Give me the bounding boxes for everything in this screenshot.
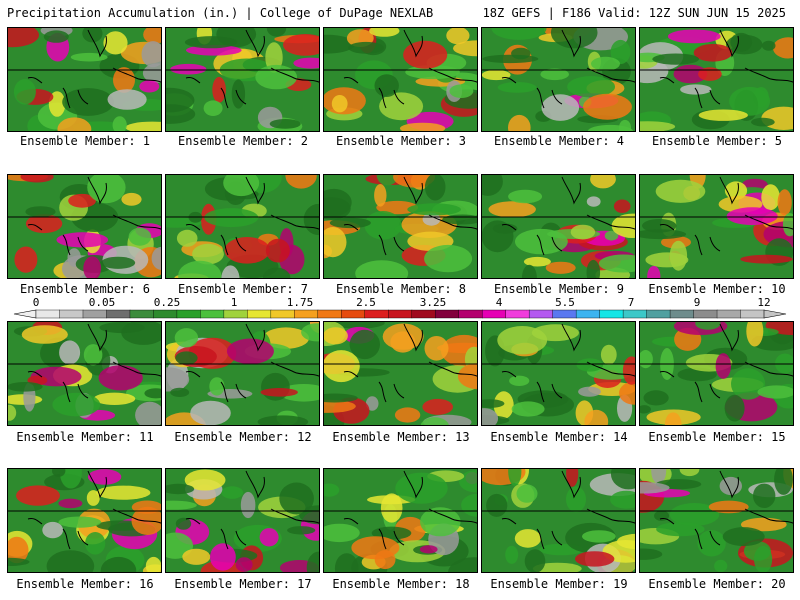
scale-color-swatch bbox=[106, 309, 131, 319]
ensemble-member-map bbox=[7, 468, 162, 573]
ensemble-member-map bbox=[323, 27, 478, 132]
scale-color-swatch bbox=[435, 309, 460, 319]
scale-color-swatch bbox=[200, 309, 225, 319]
scale-tick-label: 3.25 bbox=[419, 296, 447, 309]
scale-color-swatch bbox=[599, 309, 624, 319]
ensemble-member-map bbox=[481, 468, 636, 573]
scale-color-swatch bbox=[740, 309, 765, 319]
scale-tick-label: 4 bbox=[495, 296, 503, 309]
ensemble-member-map bbox=[481, 321, 636, 426]
ensemble-member-label: Ensemble Member: 9 bbox=[493, 282, 625, 296]
ensemble-member-label: Ensemble Member: 13 bbox=[332, 430, 470, 444]
ensemble-member-map bbox=[165, 174, 320, 279]
ensemble-member-label: Ensemble Member: 4 bbox=[493, 134, 625, 148]
scale-tick-label: 1 bbox=[230, 296, 238, 309]
scale-tick-label: 0.25 bbox=[153, 296, 181, 309]
scale-color-swatch bbox=[552, 309, 577, 319]
scale-tick-label: 9 bbox=[693, 296, 701, 309]
scale-color-swatch bbox=[341, 309, 366, 319]
ensemble-member-label: Ensemble Member: 11 bbox=[16, 430, 154, 444]
scale-color-swatch bbox=[35, 309, 60, 319]
model-run-info: 18Z GEFS | F186 Valid: 12Z SUN JUN 15 20… bbox=[482, 6, 786, 20]
scale-color-swatch bbox=[505, 309, 530, 319]
scale-color-swatch bbox=[693, 309, 718, 319]
ensemble-member-map bbox=[481, 27, 636, 132]
scale-color-swatch bbox=[388, 309, 413, 319]
ensemble-member-label: Ensemble Member: 12 bbox=[174, 430, 312, 444]
scale-color-swatch bbox=[270, 309, 295, 319]
scale-color-swatch bbox=[458, 309, 483, 319]
ensemble-member-label: Ensemble Member: 7 bbox=[177, 282, 309, 296]
scale-tick-label: 1.75 bbox=[286, 296, 314, 309]
ensemble-member-map bbox=[639, 174, 794, 279]
ensemble-member-map bbox=[323, 468, 478, 573]
scale-color-swatch bbox=[481, 309, 507, 319]
scale-tick-label: 5.5 bbox=[555, 296, 575, 309]
scale-left-arrow bbox=[13, 309, 37, 319]
scale-color-swatch bbox=[622, 309, 648, 319]
scale-color-swatch bbox=[247, 309, 272, 319]
ensemble-member-map bbox=[323, 321, 478, 426]
ensemble-member-map bbox=[165, 468, 320, 573]
ensemble-member-map bbox=[7, 321, 162, 426]
ensemble-member-label: Ensemble Member: 1 bbox=[19, 134, 151, 148]
scale-color-swatch bbox=[575, 309, 601, 319]
scale-color-swatch bbox=[176, 309, 201, 319]
ensemble-member-label: Ensemble Member: 3 bbox=[335, 134, 467, 148]
ensemble-member-label: Ensemble Member: 20 bbox=[648, 577, 786, 591]
scale-color-swatch bbox=[129, 309, 154, 319]
scale-color-swatch bbox=[528, 309, 554, 319]
scale-color-swatch bbox=[411, 309, 436, 319]
ensemble-member-label: Ensemble Member: 10 bbox=[648, 282, 786, 296]
scale-color-swatch bbox=[646, 309, 671, 319]
ensemble-member-label: Ensemble Member: 19 bbox=[490, 577, 628, 591]
scale-right-arrow bbox=[763, 309, 787, 319]
ensemble-member-map bbox=[481, 174, 636, 279]
scale-tick-label: 2.5 bbox=[356, 296, 376, 309]
ensemble-member-label: Ensemble Member: 6 bbox=[19, 282, 151, 296]
ensemble-member-label: Ensemble Member: 2 bbox=[177, 134, 309, 148]
scale-tick-label: 0.05 bbox=[88, 296, 116, 309]
map-title: Precipitation Accumulation (in.) | Colle… bbox=[7, 6, 434, 20]
scale-color-swatch bbox=[153, 309, 178, 319]
ensemble-member-map bbox=[639, 27, 794, 132]
ensemble-member-label: Ensemble Member: 5 bbox=[651, 134, 783, 148]
ensemble-member-label: Ensemble Member: 14 bbox=[490, 430, 628, 444]
ensemble-member-label: Ensemble Member: 16 bbox=[16, 577, 154, 591]
scale-color-swatch bbox=[294, 309, 319, 319]
ensemble-member-label: Ensemble Member: 17 bbox=[174, 577, 312, 591]
ensemble-member-map bbox=[7, 27, 162, 132]
ensemble-member-label: Ensemble Member: 8 bbox=[335, 282, 467, 296]
ensemble-member-label: Ensemble Member: 15 bbox=[648, 430, 786, 444]
scale-color-swatch bbox=[364, 309, 389, 319]
ensemble-member-map bbox=[165, 27, 320, 132]
scale-color-swatch bbox=[716, 309, 742, 319]
scale-color-swatch bbox=[59, 309, 84, 319]
scale-color-swatch bbox=[223, 309, 248, 319]
scale-color-swatch bbox=[317, 309, 342, 319]
ensemble-member-map bbox=[323, 174, 478, 279]
scale-tick-label: 0 bbox=[32, 296, 40, 309]
ensemble-member-map bbox=[639, 468, 794, 573]
precip-color-scale bbox=[13, 309, 787, 319]
scale-color-swatch bbox=[82, 309, 107, 319]
scale-tick-label: 7 bbox=[627, 296, 635, 309]
scale-tick-label: 12 bbox=[757, 296, 771, 309]
ensemble-member-map bbox=[639, 321, 794, 426]
ensemble-member-label: Ensemble Member: 18 bbox=[332, 577, 470, 591]
ensemble-member-map bbox=[7, 174, 162, 279]
scale-color-swatch bbox=[669, 309, 695, 319]
ensemble-member-map bbox=[165, 321, 320, 426]
